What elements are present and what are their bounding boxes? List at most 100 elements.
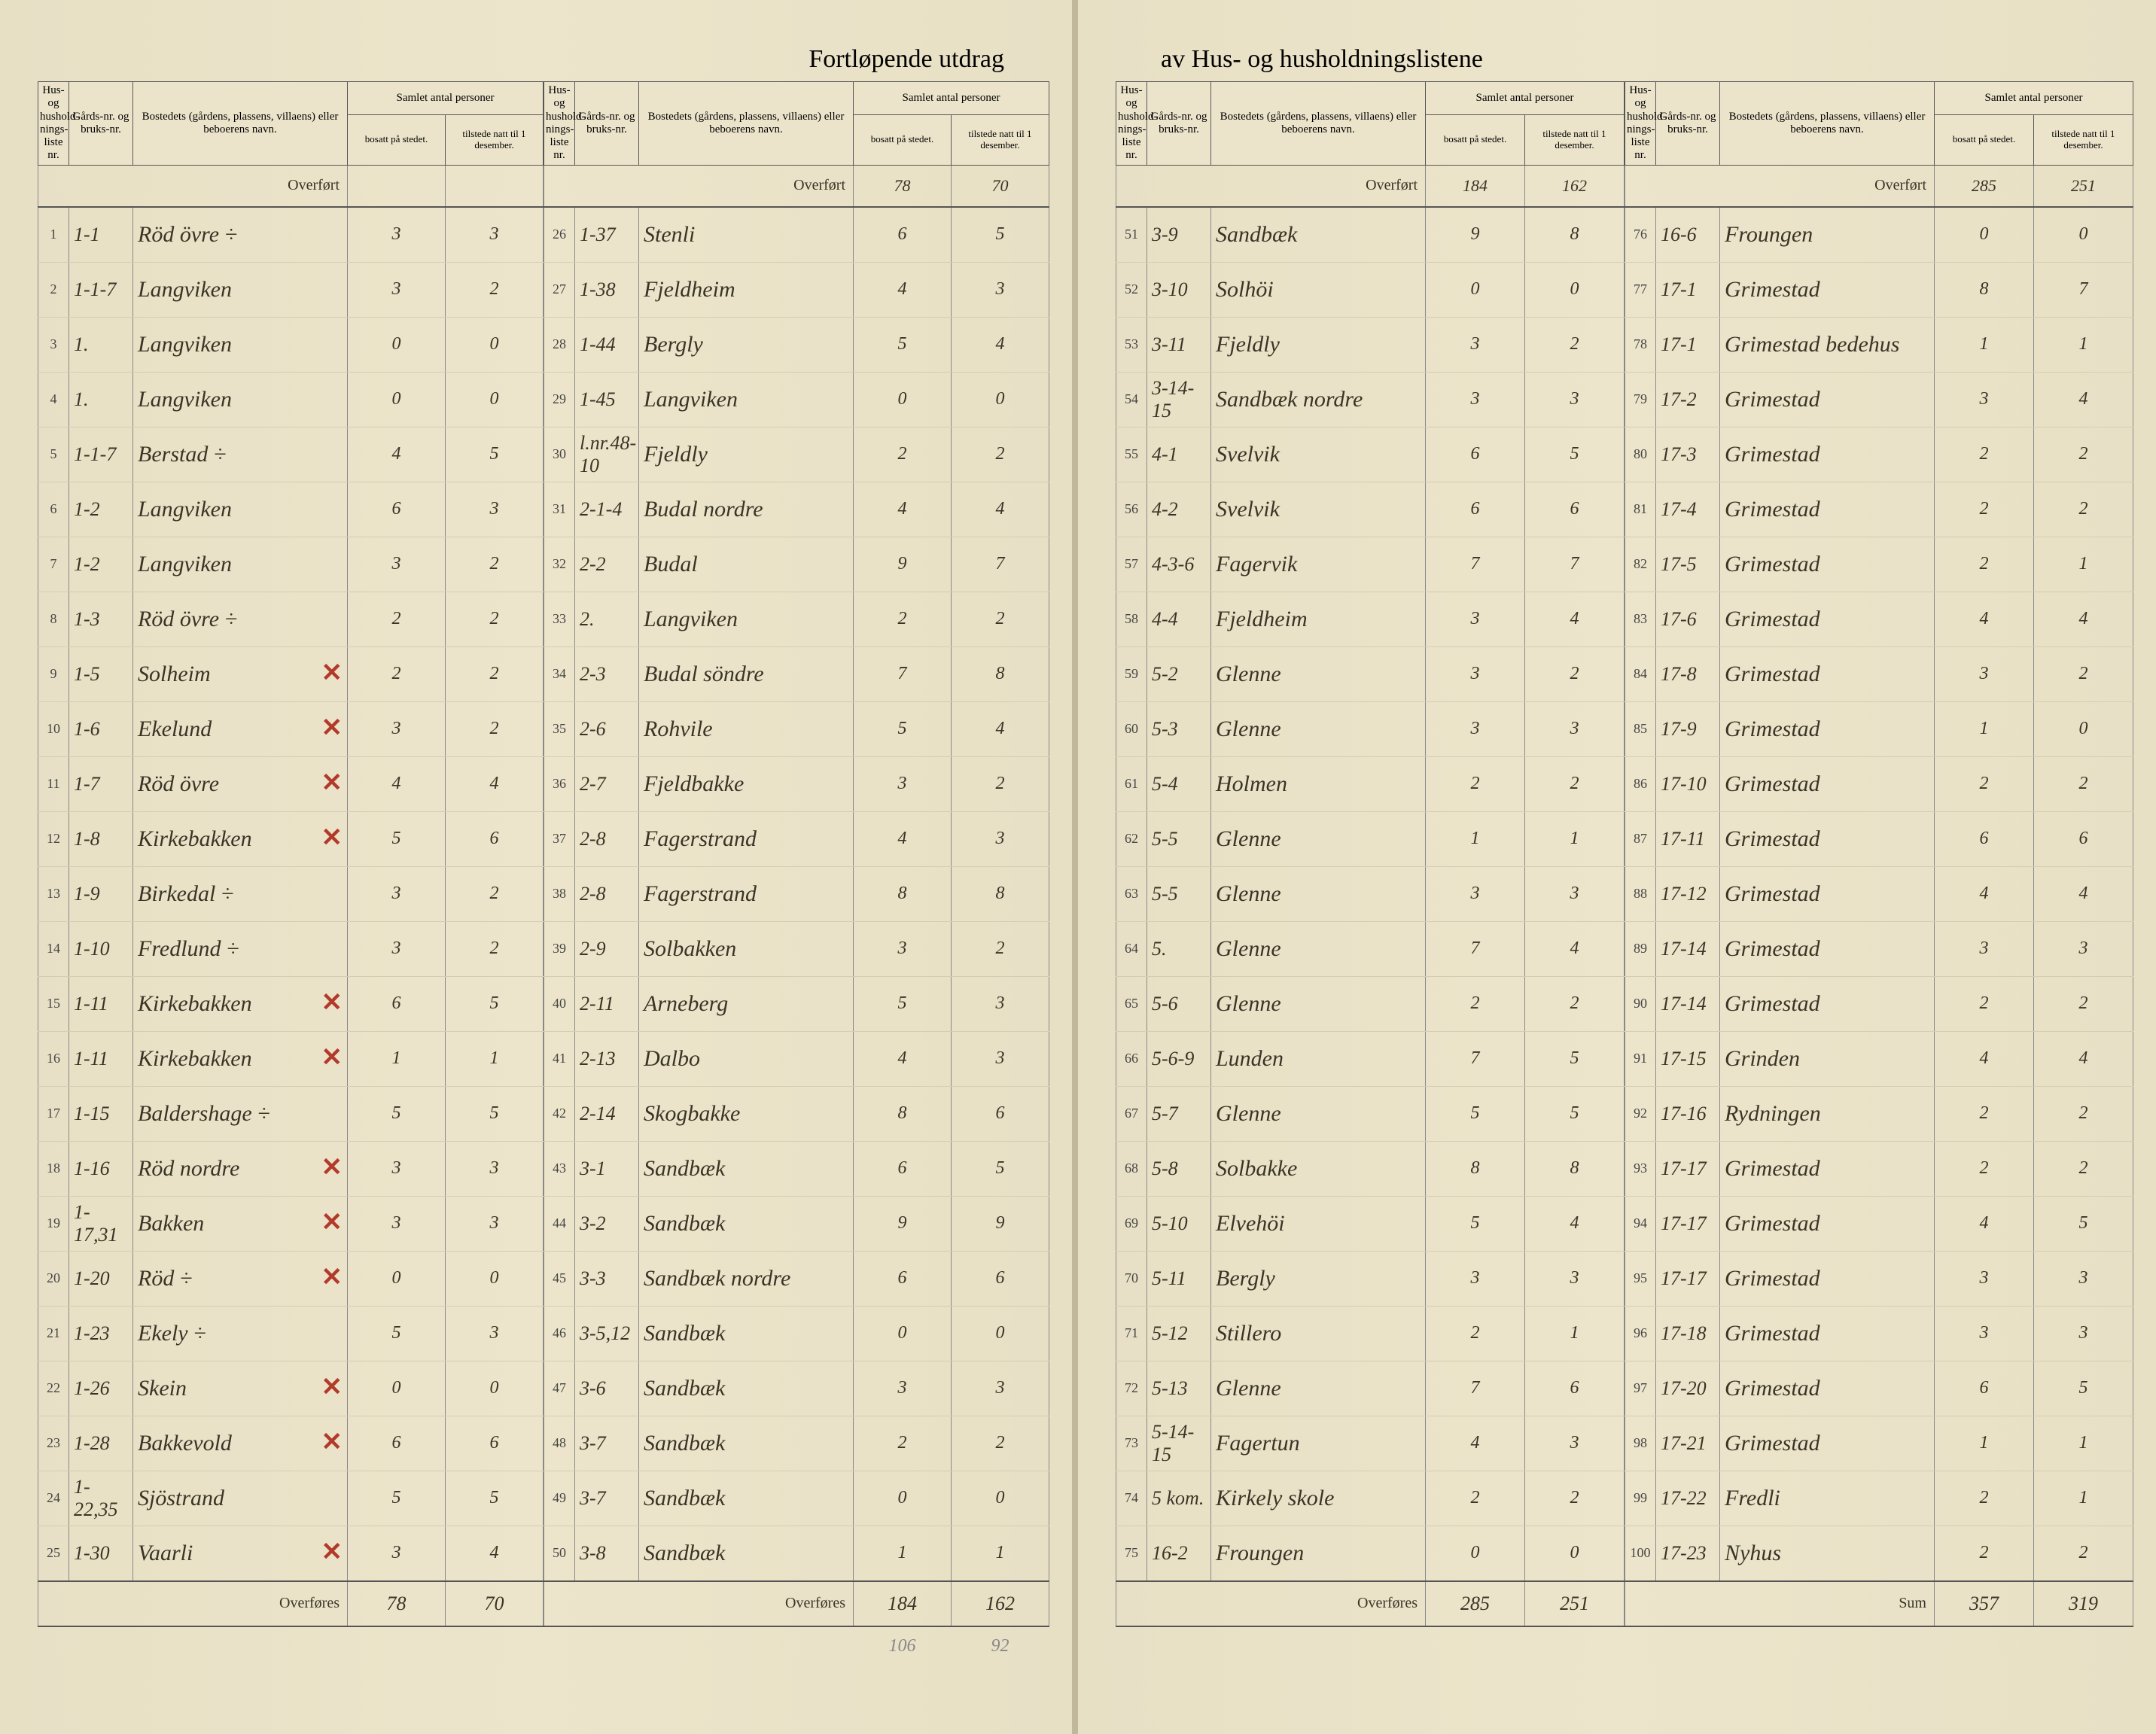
row-name: Fagervik [1211, 537, 1426, 592]
table-row: 47 3-6 Sandbæk 3 3 [544, 1361, 1049, 1416]
row-index: 90 [1625, 976, 1656, 1031]
row-name: Sandbæk nordre [639, 1251, 854, 1306]
row-tilstede: 2 [2034, 1141, 2133, 1196]
row-index: 25 [38, 1526, 69, 1581]
table-row: 95 17-17 Grimestad 3 3 [1625, 1251, 2133, 1306]
row-tilstede: 2 [2034, 482, 2133, 537]
row-index: 52 [1116, 262, 1147, 317]
row-bosatt: 0 [854, 372, 952, 427]
row-gnr: 5-13 [1147, 1361, 1211, 1416]
row-gnr: 17-15 [1656, 1031, 1720, 1086]
row-bosatt: 6 [348, 1416, 446, 1471]
header-liste: Hus- og hushold-nings-liste nr. [544, 82, 575, 166]
row-tilstede: 0 [2034, 207, 2133, 263]
table-row: 56 4-2 Svelvik 6 6 [1116, 482, 1625, 537]
table-row: 49 3-7 Sandbæk 0 0 [544, 1471, 1049, 1526]
table-row: 11 1-7 Röd övre✕ 4 4 [38, 756, 544, 811]
table-row: 8 1-3 Röd övre ÷ 2 2 [38, 592, 544, 646]
carry-in-tilstede: 70 [952, 165, 1049, 207]
row-gnr: 17-1 [1656, 262, 1720, 317]
row-tilstede: 7 [2034, 262, 2133, 317]
row-gnr: 4-3-6 [1147, 537, 1211, 592]
row-tilstede: 4 [446, 756, 544, 811]
table-row: 15 1-11 Kirkebakken✕ 6 5 [38, 976, 544, 1031]
row-name: Sandbæk [639, 1416, 854, 1471]
row-index: 11 [38, 756, 69, 811]
table-row: 62 5-5 Glenne 1 1 [1116, 811, 1625, 866]
table-row: 61 5-4 Holmen 2 2 [1116, 756, 1625, 811]
row-gnr: 3-11 [1147, 317, 1211, 372]
row-index: 94 [1625, 1196, 1656, 1251]
row-tilstede: 1 [2034, 317, 2133, 372]
row-bosatt: 0 [1426, 1526, 1525, 1581]
row-name: Glenne [1211, 646, 1426, 701]
row-bosatt: 5 [348, 811, 446, 866]
row-index: 56 [1116, 482, 1147, 537]
columns-left: Hus- og hushold-nings-liste nr. Gårds-nr… [38, 81, 1049, 1666]
row-bosatt: 6 [1426, 482, 1525, 537]
row-name: Langviken [133, 482, 348, 537]
row-bosatt: 8 [1935, 262, 2034, 317]
row-tilstede: 5 [1525, 1086, 1625, 1141]
header-liste: Hus- og hushold-nings-liste nr. [1116, 82, 1147, 166]
red-x-mark: ✕ [321, 658, 343, 688]
table-row: 32 2-2 Budal 9 7 [544, 537, 1049, 592]
row-bosatt: 3 [854, 756, 952, 811]
row-tilstede: 1 [2034, 1416, 2133, 1471]
row-index: 18 [38, 1141, 69, 1196]
row-name: Baldershage ÷ [133, 1086, 348, 1141]
row-bosatt: 5 [1426, 1196, 1525, 1251]
row-tilstede: 0 [446, 372, 544, 427]
row-name: Skein✕ [133, 1361, 348, 1416]
row-tilstede: 0 [952, 372, 1049, 427]
table-row: 96 17-18 Grimestad 3 3 [1625, 1306, 2133, 1361]
table-row: 99 17-22 Fredli 2 1 [1625, 1471, 2133, 1526]
red-x-mark: ✕ [321, 1427, 343, 1457]
row-bosatt: 7 [1426, 537, 1525, 592]
row-gnr: 17-17 [1656, 1251, 1720, 1306]
row-tilstede: 7 [952, 537, 1049, 592]
row-gnr: 1-26 [69, 1361, 133, 1416]
row-name: Glenne [1211, 866, 1426, 921]
row-bosatt: 2 [1426, 1306, 1525, 1361]
row-gnr: 17-17 [1656, 1141, 1720, 1196]
row-tilstede: 2 [1525, 976, 1625, 1031]
table-row: 57 4-3-6 Fagervik 7 7 [1116, 537, 1625, 592]
row-name: Svelvik [1211, 482, 1426, 537]
row-tilstede: 2 [446, 592, 544, 646]
row-index: 41 [544, 1031, 575, 1086]
row-name: Budal söndre [639, 646, 854, 701]
carry-out-tilstede: 70 [446, 1581, 544, 1626]
row-bosatt: 2 [1426, 976, 1525, 1031]
row-tilstede: 3 [2034, 921, 2133, 976]
table-row: 16 1-11 Kirkebakken✕ 1 1 [38, 1031, 544, 1086]
table-row: 40 2-11 Arneberg 5 3 [544, 976, 1049, 1031]
row-tilstede: 6 [1525, 482, 1625, 537]
row-name: Stillero [1211, 1306, 1426, 1361]
row-name: Langviken [133, 317, 348, 372]
row-bosatt: 2 [1935, 482, 2034, 537]
row-tilstede: 2 [1525, 646, 1625, 701]
row-tilstede: 6 [952, 1086, 1049, 1141]
row-name: Solbakke [1211, 1141, 1426, 1196]
table-row: 5 1-1-7 Berstad ÷ 4 5 [38, 427, 544, 482]
row-bosatt: 2 [1426, 756, 1525, 811]
row-name: Röd nordre✕ [133, 1141, 348, 1196]
row-bosatt: 6 [854, 207, 952, 263]
row-bosatt: 0 [854, 1306, 952, 1361]
row-tilstede: 3 [1525, 866, 1625, 921]
row-gnr: 1-44 [575, 317, 639, 372]
row-tilstede: 3 [1525, 701, 1625, 756]
carry-in-bosatt: 285 [1935, 165, 2034, 207]
table-row: 21 1-23 Ekely ÷ 5 3 [38, 1306, 544, 1361]
row-bosatt: 2 [1935, 1086, 2034, 1141]
carry-out-row: Overføres 78 70 [38, 1581, 544, 1626]
row-index: 32 [544, 537, 575, 592]
row-gnr: 1-30 [69, 1526, 133, 1581]
row-bosatt: 0 [348, 1251, 446, 1306]
row-tilstede: 2 [446, 701, 544, 756]
table-row: 51 3-9 Sandbæk 9 8 [1116, 207, 1625, 263]
overfort-label: Overført [1116, 165, 1426, 207]
row-tilstede: 2 [446, 537, 544, 592]
row-tilstede: 4 [446, 1526, 544, 1581]
